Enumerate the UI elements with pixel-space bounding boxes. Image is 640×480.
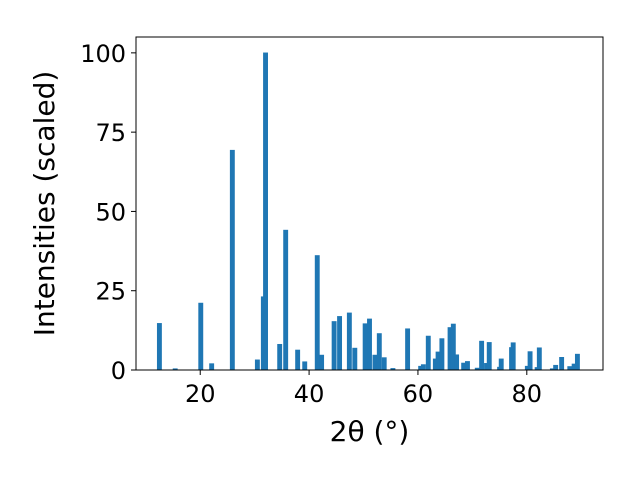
bar — [277, 344, 282, 370]
y-tick-label: 50 — [95, 198, 126, 226]
bar — [553, 365, 558, 370]
bar — [499, 359, 504, 370]
bar — [230, 150, 235, 370]
x-axis-label: 2θ (°) — [330, 415, 410, 448]
bar — [319, 355, 324, 370]
bar — [487, 342, 492, 370]
bar — [382, 357, 387, 370]
bar — [363, 323, 368, 370]
bar — [426, 336, 431, 370]
bar — [295, 350, 300, 370]
bar — [209, 363, 214, 370]
bar — [332, 321, 337, 370]
bar — [352, 348, 357, 370]
bar — [263, 53, 268, 370]
bar — [315, 255, 320, 370]
bar — [537, 347, 542, 370]
y-tick-label: 0 — [111, 357, 126, 385]
bar — [337, 316, 342, 370]
bar — [405, 328, 410, 370]
bar — [511, 342, 516, 370]
bar — [559, 357, 564, 370]
bar — [454, 354, 459, 370]
bar — [302, 361, 307, 370]
bar — [255, 360, 260, 370]
x-tick-label: 80 — [512, 380, 543, 408]
bar — [283, 230, 288, 370]
y-axis-label: Intensities (scaled) — [28, 71, 61, 337]
bar — [421, 364, 426, 370]
y-tick-label: 25 — [95, 278, 126, 306]
bar — [347, 313, 352, 370]
bar — [567, 366, 572, 370]
bar — [377, 333, 382, 370]
x-tick-label: 20 — [185, 380, 216, 408]
bar — [157, 323, 162, 370]
bar — [367, 319, 372, 370]
bar — [465, 361, 470, 370]
bar — [198, 303, 203, 370]
bar — [479, 341, 484, 370]
bar — [528, 351, 533, 370]
x-tick-label: 40 — [294, 380, 325, 408]
y-tick-label: 75 — [95, 119, 126, 147]
bar — [575, 354, 580, 370]
y-tick-label: 100 — [80, 40, 126, 68]
bar — [372, 355, 377, 370]
bar — [439, 338, 444, 370]
x-tick-label: 60 — [403, 380, 434, 408]
